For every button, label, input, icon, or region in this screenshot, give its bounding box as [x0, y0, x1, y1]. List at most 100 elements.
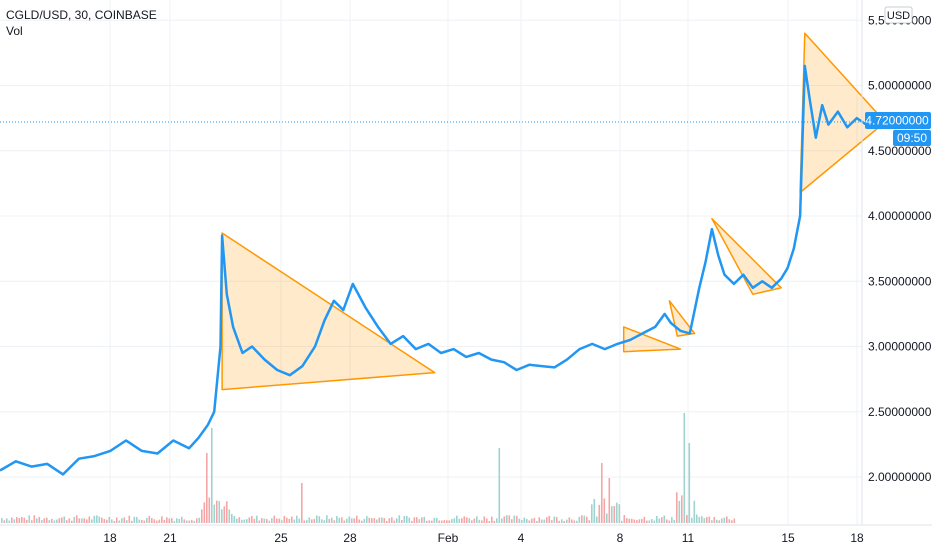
volume-bar	[198, 517, 201, 523]
volume-bar	[288, 518, 291, 523]
volume-bar	[111, 519, 113, 523]
volume-bar	[43, 518, 46, 523]
volume-bar	[453, 518, 456, 523]
volume-bar	[426, 520, 428, 523]
volume-bar	[193, 520, 196, 523]
volume-bar	[338, 517, 341, 523]
volume-bar	[211, 428, 213, 523]
volume-bar	[341, 517, 343, 523]
volume-bar	[403, 515, 406, 523]
volume-bar	[478, 519, 481, 523]
volume-bar	[183, 519, 186, 523]
volume-bar	[181, 516, 183, 523]
volume-bar	[191, 519, 193, 523]
volume-bar	[581, 515, 583, 523]
volume-bar	[706, 516, 708, 523]
volume-bar	[298, 518, 301, 523]
volume-bar	[123, 517, 126, 523]
volume-bar	[283, 515, 286, 523]
volume-bar	[18, 518, 21, 523]
volume-bar	[313, 519, 316, 523]
volume-bar	[278, 518, 281, 523]
y-tick-label: 2.50000000	[868, 405, 932, 419]
volume-bar	[726, 516, 728, 523]
triangle-pattern[interactable]	[622, 326, 682, 353]
volume-bar	[601, 463, 603, 523]
volume-bar	[246, 519, 248, 523]
volume-bar	[226, 501, 228, 523]
volume-bar	[73, 516, 76, 523]
volume-bar	[571, 519, 573, 523]
volume-bar	[86, 519, 88, 523]
volume-bar	[78, 518, 81, 523]
volume-bar	[98, 516, 101, 523]
volume-bar	[23, 517, 26, 523]
volume-bar	[46, 517, 48, 523]
volume-bar	[423, 516, 426, 523]
volume-bar	[301, 483, 303, 523]
volume-bar	[466, 517, 468, 523]
volume-bar	[363, 518, 366, 523]
volume-bar	[88, 516, 91, 523]
volume-bar	[91, 519, 93, 523]
volume-bar	[373, 518, 376, 523]
volume-bar	[623, 515, 626, 523]
volume-bar	[396, 518, 398, 523]
volume-bar	[591, 504, 593, 523]
volume-bar	[66, 520, 68, 523]
volume-bar	[188, 520, 191, 523]
volume-bar	[421, 517, 423, 523]
volume-bar	[273, 515, 276, 523]
chart-grid	[0, 0, 862, 525]
volume-bar	[113, 520, 116, 523]
volume-bar	[41, 519, 43, 523]
volume-bar	[576, 520, 578, 523]
volume-bar	[326, 515, 328, 523]
volume-bar	[638, 519, 641, 523]
volume-bar	[118, 520, 121, 523]
volume-bar	[161, 516, 163, 523]
volume-bar	[476, 516, 478, 523]
volume-bar	[68, 518, 71, 523]
volume-bar	[633, 519, 636, 523]
y-tick-label: 4.00000000	[868, 209, 932, 223]
y-tick-label: 5.00000000	[868, 79, 932, 93]
y-tick-label: 3.50000000	[868, 274, 932, 288]
volume-bar	[703, 518, 706, 523]
volume-bar	[646, 520, 648, 523]
volume-bar	[473, 518, 476, 523]
volume-bar	[136, 517, 138, 523]
volume-bar	[458, 518, 461, 523]
volume-bar	[618, 504, 621, 523]
volume-bar	[568, 517, 571, 523]
volume-bar	[631, 518, 633, 523]
volume-bar	[366, 516, 368, 523]
volume-bar	[156, 520, 158, 523]
volume-bar	[48, 520, 51, 523]
volume-bar	[103, 519, 106, 523]
volume-bar	[596, 516, 598, 523]
volume-bar	[413, 517, 416, 523]
volume-bar	[626, 518, 628, 523]
volume-bar	[386, 520, 388, 523]
volume-bar	[546, 517, 548, 523]
volume-bar	[76, 515, 78, 523]
volume-bar	[621, 520, 623, 523]
volume-bar	[468, 518, 471, 523]
volume-indicator-label[interactable]: Vol	[6, 24, 23, 38]
volume-bar	[733, 518, 736, 523]
volume-bar	[643, 516, 646, 523]
volume-bar	[508, 515, 511, 523]
triangle-pattern[interactable]	[711, 217, 782, 296]
volume-bar	[653, 520, 656, 523]
volume-bar	[418, 519, 421, 523]
last-price-tag: 4.72000000 09:50	[865, 112, 931, 146]
volume-bar	[668, 520, 671, 523]
volume-bar	[121, 518, 123, 523]
volume-bar	[441, 520, 443, 523]
volume-bar	[346, 518, 348, 523]
volume-bar	[681, 495, 683, 523]
volume-bar	[208, 497, 211, 523]
currency-badge[interactable]: USD	[884, 6, 913, 24]
volume-bar	[651, 519, 653, 523]
